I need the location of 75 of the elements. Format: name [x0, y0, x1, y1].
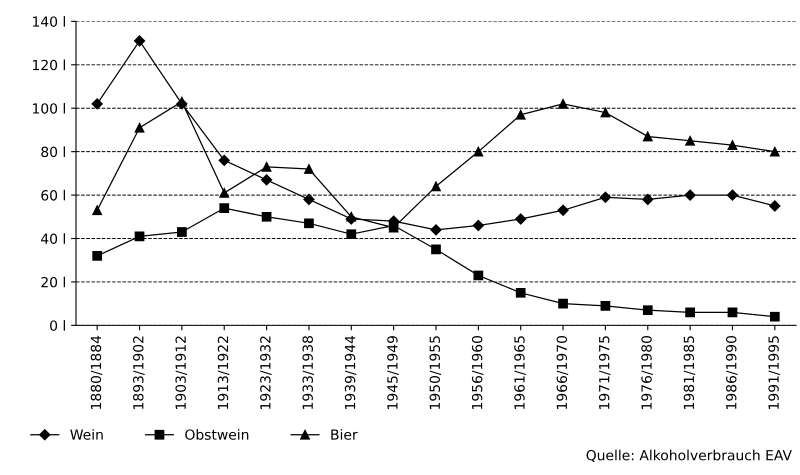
point — [726, 189, 738, 201]
x-tick-label: 1971/1975 — [598, 336, 611, 409]
point — [346, 212, 356, 222]
point — [92, 98, 103, 110]
point — [304, 164, 314, 174]
point — [473, 270, 484, 280]
point — [685, 136, 695, 146]
y-tick-label: 40 l — [41, 233, 65, 244]
point — [177, 227, 187, 237]
x-tick-label: 1956/1960 — [472, 336, 484, 409]
point — [260, 174, 272, 186]
x-tick-label: 1933/1938 — [302, 336, 314, 409]
point — [516, 110, 526, 120]
x-tick-label: 1966/1970 — [556, 336, 568, 409]
source-note: Quelle: Alkoholverbrauch EAV — [586, 450, 792, 462]
point — [304, 218, 314, 228]
point — [728, 307, 738, 318]
point — [92, 251, 102, 261]
point — [262, 212, 272, 222]
y-tick-label: 60 l — [41, 190, 65, 201]
x-tick-label: 1893/1902 — [133, 336, 145, 409]
point — [557, 204, 569, 216]
x-tick-label: 1880/1884 — [90, 336, 102, 409]
x-tick-label: 1923/1932 — [260, 336, 272, 409]
point — [219, 188, 230, 198]
x-tick-label: 1939/1944 — [344, 336, 356, 409]
point — [685, 307, 695, 318]
point — [92, 205, 102, 216]
x-tick-label: 1945/1949 — [387, 336, 399, 409]
x-tick-label: 1961/1965 — [514, 336, 526, 409]
point — [642, 305, 653, 316]
point — [430, 224, 442, 236]
point — [219, 203, 230, 213]
x-tick-label: 1913/1922 — [218, 336, 230, 409]
x-tick-label: 1991/1995 — [768, 336, 780, 409]
point — [515, 213, 526, 225]
point — [134, 231, 144, 242]
x-tick-label: 1986/1990 — [726, 336, 738, 409]
point — [218, 154, 230, 166]
point — [472, 220, 484, 232]
point — [262, 162, 272, 172]
point — [770, 312, 780, 322]
point — [431, 244, 441, 254]
point — [558, 298, 568, 309]
legend-label: Bier — [331, 429, 358, 440]
point — [684, 189, 696, 201]
x-tick-label: 1981/1985 — [684, 336, 696, 409]
y-tick-label: 140 l — [33, 16, 65, 27]
point — [346, 229, 356, 240]
legend-label: Wein — [70, 429, 103, 440]
point — [177, 96, 187, 107]
point — [600, 192, 612, 203]
point — [600, 108, 610, 118]
point — [303, 194, 315, 206]
point — [558, 99, 568, 109]
point — [473, 146, 484, 157]
legend-label: Obstwein — [185, 429, 248, 440]
y-tick-label: 100 l — [33, 102, 65, 114]
point — [728, 140, 738, 150]
y-tick-label: 80 l — [41, 146, 65, 158]
point — [516, 288, 526, 298]
y-tick-label: 20 l — [41, 276, 65, 288]
point — [431, 182, 441, 192]
x-tick-label: 1903/1912 — [175, 336, 188, 409]
point — [134, 35, 146, 47]
point — [770, 146, 780, 157]
y-tick-label: 120 l — [33, 60, 65, 70]
point — [642, 132, 653, 142]
x-tick-label: 1976/1980 — [641, 336, 653, 409]
point — [134, 122, 144, 133]
point — [600, 300, 610, 311]
y-tick-label: 0 l — [50, 320, 65, 331]
point — [642, 194, 654, 206]
x-tick-label: 1950/1955 — [430, 336, 442, 409]
point — [769, 200, 780, 212]
